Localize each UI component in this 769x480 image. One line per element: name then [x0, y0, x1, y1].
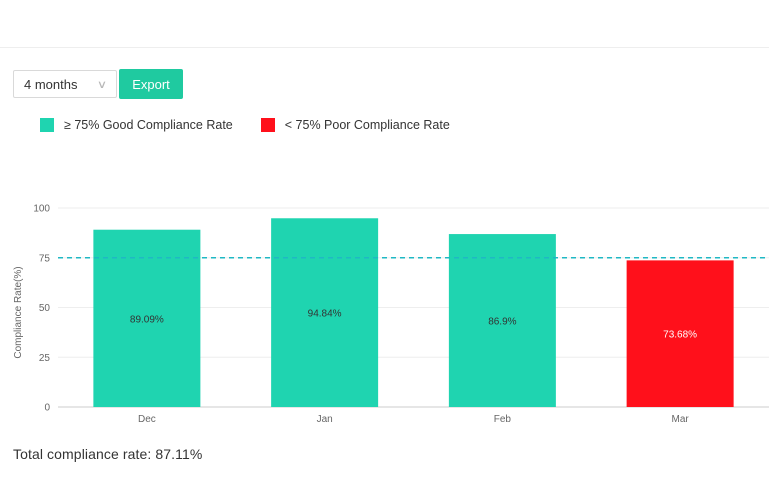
- bar: [448, 234, 556, 407]
- y-tick-label: 0: [44, 403, 50, 414]
- y-tick-label: 25: [39, 353, 51, 364]
- x-tick-label: Dec: [138, 414, 156, 425]
- bar-value-label: 86.9%: [488, 317, 516, 328]
- legend-item-poor[interactable]: < 75% Poor Compliance Rate: [260, 118, 450, 132]
- y-tick-label: 50: [39, 303, 51, 314]
- legend-swatch-poor: [260, 118, 275, 132]
- legend-label-good: ≥ 75% Good Compliance Rate: [64, 118, 233, 132]
- bar-value-label: 94.84%: [308, 309, 342, 320]
- legend-label-poor: < 75% Poor Compliance Rate: [284, 118, 450, 132]
- total-compliance-rate: Total compliance rate: 87.11%: [13, 446, 203, 462]
- y-tick-label: 100: [33, 204, 50, 215]
- period-select[interactable]: 4 months ∨: [13, 70, 117, 98]
- compliance-bar-chart: 0 25 50 75 100 Compliance Rate(%) 89.09% Dec 94.…: [13, 204, 769, 425]
- y-axis-title: Compliance Rate(%): [13, 266, 24, 358]
- bar: [271, 218, 379, 407]
- export-button[interactable]: Export: [119, 69, 183, 99]
- toolbar: 4 months ∨ Export: [13, 69, 183, 99]
- period-select-value: 4 months: [24, 76, 78, 92]
- bar: [93, 229, 201, 407]
- bar-value-label: 89.09%: [130, 314, 164, 325]
- x-tick-label: Jan: [317, 414, 333, 425]
- bar: [626, 260, 734, 407]
- x-tick-label: Feb: [494, 414, 512, 425]
- bar-value-label: 73.68%: [663, 330, 697, 341]
- x-tick-label: Mar: [672, 414, 690, 425]
- legend-item-good[interactable]: ≥ 75% Good Compliance Rate: [40, 118, 233, 132]
- y-tick-label: 75: [39, 253, 51, 264]
- legend-swatch-good: [40, 118, 54, 132]
- top-divider: [0, 47, 769, 48]
- chevron-down-icon: ∨: [96, 78, 108, 91]
- chart-legend: ≥ 75% Good Compliance Rate < 75% Poor Co…: [40, 118, 478, 132]
